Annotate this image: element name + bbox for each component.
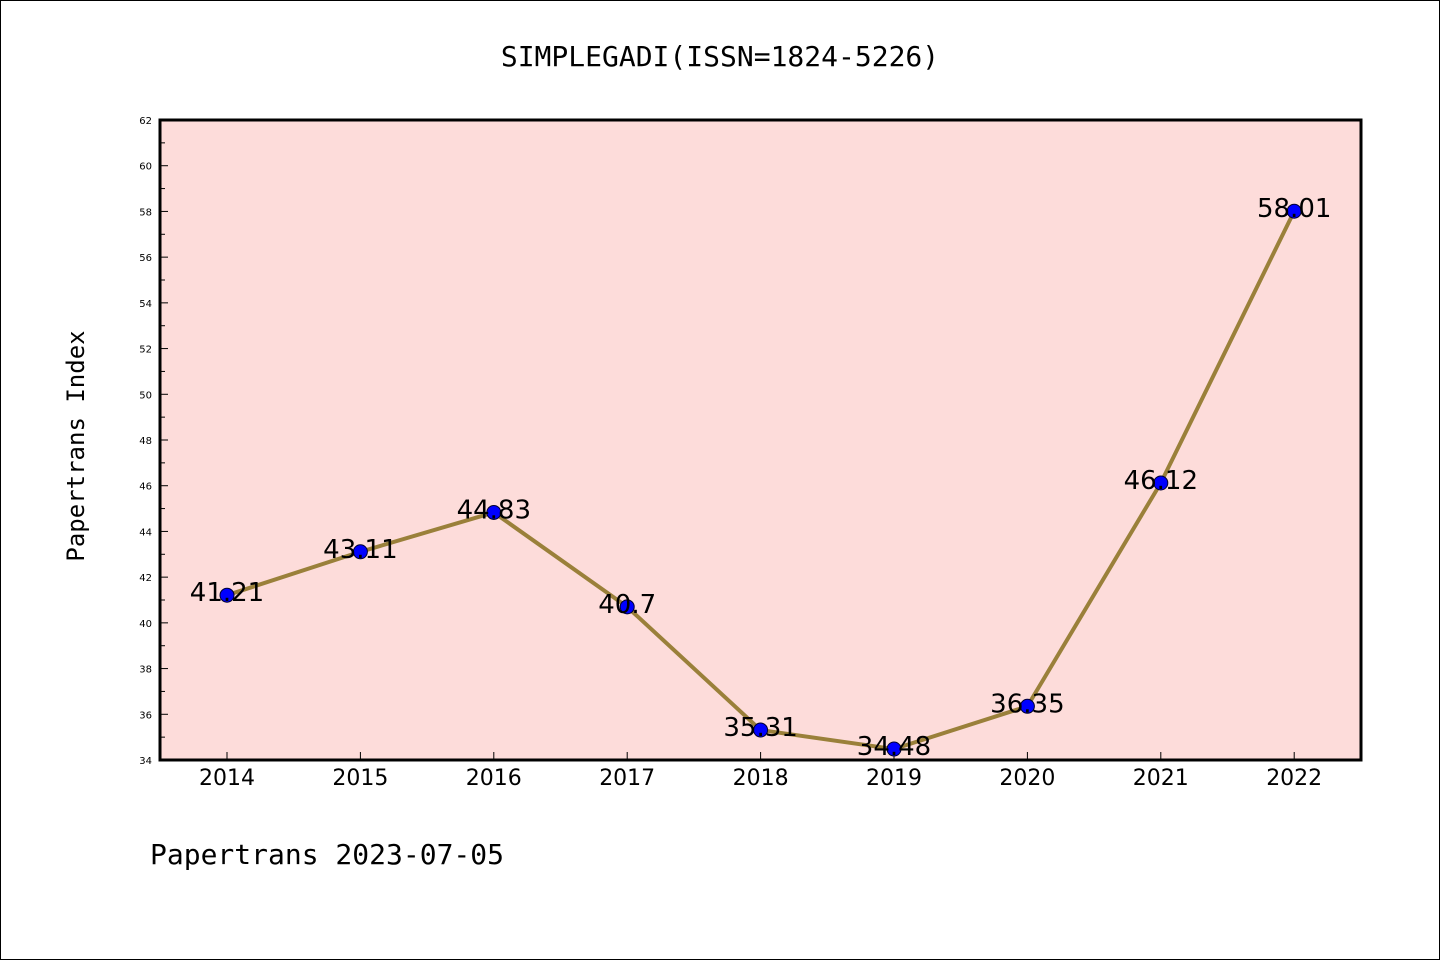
y-tick-label: 52 — [139, 345, 152, 356]
data-point — [352, 544, 368, 560]
x-tick-label: 2017 — [599, 766, 655, 791]
footer-text: Papertrans 2023-07-05 — [150, 838, 504, 871]
y-tick-label: 56 — [139, 253, 152, 264]
x-tick-label: 2015 — [332, 766, 388, 791]
y-tick-label: 62 — [139, 116, 152, 127]
y-tick-label: 46 — [139, 482, 152, 493]
data-label: 35.31 — [723, 713, 797, 743]
y-tick-label: 60 — [139, 162, 152, 173]
y-tick-label: 44 — [139, 527, 152, 538]
data-point — [619, 599, 635, 615]
data-label: 58.01 — [1257, 194, 1331, 224]
x-axis: 2014 2015 2016 2017 2018 2019 2020 2021 2022 — [199, 752, 1322, 791]
y-tick-label: 48 — [139, 436, 152, 447]
y-tick-label: 40 — [139, 619, 152, 630]
y-tick-label: 34 — [139, 756, 152, 767]
data-label: 43.11 — [323, 535, 397, 565]
data-point — [1019, 698, 1035, 714]
y-tick-label: 36 — [139, 710, 152, 721]
data-label: 34.48 — [857, 732, 931, 762]
plot-area — [158, 118, 1363, 762]
data-label: 40.7 — [598, 590, 656, 620]
y-tick-label: 38 — [139, 665, 152, 676]
data-point — [1153, 475, 1169, 491]
y-tick-label: 54 — [139, 299, 152, 310]
data-point — [486, 504, 502, 520]
data-point — [886, 741, 902, 757]
x-tick-label: 2016 — [466, 766, 522, 791]
data-label: 36.35 — [990, 689, 1064, 719]
chart-title: SIMPLEGADI(ISSN=1824-5226) — [501, 40, 939, 73]
x-tick-label: 2019 — [866, 766, 922, 791]
y-axis-label: Papertrans Index — [62, 330, 90, 561]
data-point — [219, 587, 235, 603]
x-tick-label: 2022 — [1266, 766, 1322, 791]
x-tick-label: 2018 — [733, 766, 789, 791]
x-tick-label: 2021 — [1133, 766, 1189, 791]
x-tick-label: 2014 — [199, 766, 255, 791]
data-point — [753, 722, 769, 738]
data-label: 44.83 — [457, 495, 531, 525]
y-tick-label: 58 — [139, 207, 152, 218]
y-tick-label: 50 — [139, 390, 152, 401]
data-label: 46.12 — [1124, 466, 1198, 496]
data-label: 41.21 — [190, 578, 264, 608]
data-point — [1286, 203, 1302, 219]
series-group: 41.21 43.11 44.83 40.7 35.31 34.48 36.35 46.12 5… — [190, 194, 1332, 762]
y-axis: 34 36 38 40 42 44 46 48 50 52 54 56 58 60 62 — [139, 116, 168, 767]
y-tick-label: 42 — [139, 573, 152, 584]
x-tick-label: 2020 — [999, 766, 1055, 791]
